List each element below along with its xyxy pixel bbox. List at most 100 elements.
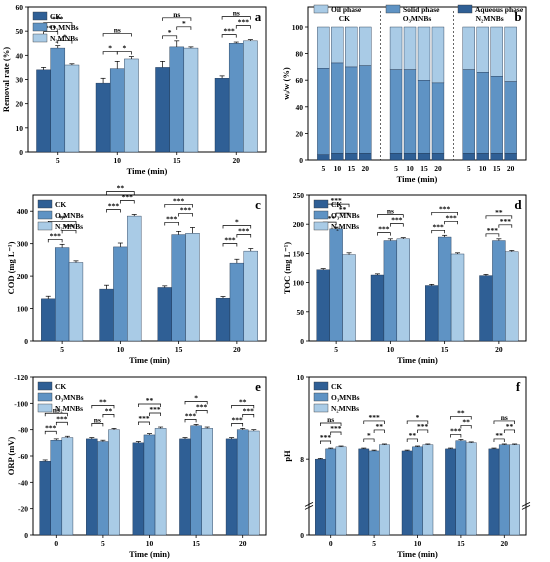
significance-label: ns bbox=[501, 413, 508, 422]
stacked-segment bbox=[504, 26, 517, 82]
significance-label: *** bbox=[122, 192, 134, 201]
bar bbox=[132, 442, 145, 536]
bar bbox=[450, 253, 465, 342]
legend-entry: O₃MNBs bbox=[331, 393, 360, 402]
y-tick-label: 0 bbox=[19, 148, 23, 157]
x-tick-label: 5 bbox=[394, 164, 398, 173]
bar bbox=[358, 448, 370, 536]
stacked-segment bbox=[389, 26, 403, 70]
y-tick-label: 0 bbox=[24, 337, 28, 346]
bar bbox=[99, 288, 114, 342]
stacked-segment bbox=[317, 154, 330, 161]
significance-bracket bbox=[176, 26, 192, 30]
significance-label: *** bbox=[417, 422, 429, 431]
x-tick-label: 10 bbox=[146, 539, 154, 548]
significance-bracket bbox=[221, 34, 237, 38]
significance-bracket bbox=[138, 403, 161, 408]
stacked-segment bbox=[490, 76, 503, 154]
y-axis-label: COD (mg L⁻¹) bbox=[6, 241, 16, 294]
legend-swatch bbox=[37, 221, 53, 231]
bar bbox=[143, 434, 156, 536]
significance-label: *** bbox=[63, 222, 75, 231]
legend-swatch bbox=[37, 210, 53, 220]
significance-label: *** bbox=[149, 405, 161, 414]
bar bbox=[124, 58, 139, 153]
significance-label: *** bbox=[368, 413, 380, 422]
significance-label: *** bbox=[378, 225, 390, 234]
bar bbox=[50, 440, 63, 536]
bar bbox=[64, 64, 80, 153]
significance-label: *** bbox=[45, 423, 57, 432]
stacked-segment bbox=[331, 26, 344, 64]
stacked-segment bbox=[504, 153, 517, 161]
significance-label: ** bbox=[462, 417, 470, 426]
legend-entry: Aqueous phase bbox=[475, 5, 524, 14]
significance-label: *** bbox=[331, 196, 343, 205]
bar bbox=[215, 297, 231, 342]
significance-bracket bbox=[406, 420, 429, 424]
y-tick-label: 200 bbox=[17, 272, 29, 281]
x-tick-label: 15 bbox=[192, 539, 200, 548]
stacked-segment bbox=[476, 72, 489, 154]
significance-label: * bbox=[168, 28, 172, 37]
bar bbox=[248, 430, 260, 536]
bar bbox=[316, 269, 330, 342]
bar bbox=[370, 274, 385, 342]
stacked-segment bbox=[462, 69, 475, 154]
stacked-segment bbox=[462, 153, 475, 161]
significance-bracket bbox=[178, 213, 193, 217]
stacked-segment bbox=[345, 66, 358, 154]
y-tick-label: 50 bbox=[16, 27, 24, 36]
significance-label: *** bbox=[166, 214, 178, 223]
significance-bracket bbox=[417, 429, 429, 433]
significance-label: *** bbox=[185, 411, 197, 420]
significance-bracket bbox=[222, 225, 252, 229]
significance-bracket bbox=[485, 233, 500, 237]
significance-bracket bbox=[44, 430, 57, 435]
significance-bracket bbox=[149, 412, 161, 417]
bar bbox=[169, 46, 185, 153]
plot-frame bbox=[308, 194, 527, 342]
bar bbox=[201, 428, 213, 536]
x-tick-label: 15 bbox=[457, 539, 465, 548]
significance-label: ** bbox=[105, 406, 113, 415]
significance-bracket bbox=[57, 40, 73, 44]
y-tick-label: 8 bbox=[300, 455, 304, 464]
significance-label: ns bbox=[53, 405, 60, 414]
axis-break-mark bbox=[521, 505, 531, 510]
y-axis-label: wᵢ/w (%) bbox=[281, 67, 291, 100]
significance-bracket bbox=[116, 51, 132, 55]
significance-label: *** bbox=[224, 236, 236, 245]
bar bbox=[86, 438, 98, 536]
y-tick-label: 40 bbox=[296, 103, 304, 112]
legend-swatch bbox=[37, 199, 53, 209]
significance-label: ** bbox=[506, 422, 514, 431]
significance-label: ** bbox=[457, 408, 465, 417]
significance-bracket bbox=[503, 429, 515, 433]
y-tick-label: 20 bbox=[16, 100, 24, 109]
bar bbox=[109, 68, 125, 153]
significance-bracket bbox=[162, 17, 192, 21]
significance-bracket bbox=[320, 422, 342, 427]
significance-bracket bbox=[498, 224, 513, 228]
significance-bracket bbox=[231, 423, 244, 427]
significance-label: *** bbox=[324, 214, 336, 223]
stacked-segment bbox=[331, 62, 344, 154]
panel-label: d bbox=[514, 197, 522, 212]
significance-bracket bbox=[373, 429, 385, 433]
x-tick-label: 20 bbox=[495, 345, 503, 354]
legend-swatch bbox=[385, 4, 401, 14]
y-tick-label: -80 bbox=[18, 426, 28, 435]
stacked-segment bbox=[476, 26, 489, 73]
legend-entry: O₃MNBs bbox=[331, 211, 360, 220]
x-tick-label: 15 bbox=[173, 156, 181, 165]
panel-label: f bbox=[516, 379, 521, 394]
significance-bracket bbox=[493, 420, 515, 424]
y-tick-label: 250 bbox=[293, 191, 305, 200]
significance-label: *** bbox=[439, 204, 451, 213]
significance-label: *** bbox=[243, 406, 255, 415]
bar bbox=[243, 40, 258, 153]
legend-swatch bbox=[37, 403, 53, 413]
bar bbox=[95, 82, 111, 153]
